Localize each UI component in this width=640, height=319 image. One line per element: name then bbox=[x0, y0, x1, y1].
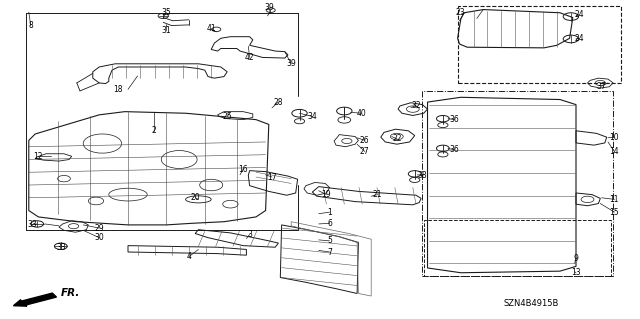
Text: 10: 10 bbox=[609, 133, 620, 142]
Text: 25: 25 bbox=[222, 112, 232, 121]
Text: 4: 4 bbox=[186, 252, 191, 261]
Text: 20: 20 bbox=[190, 193, 200, 202]
Text: 5: 5 bbox=[327, 236, 332, 245]
Text: 39: 39 bbox=[264, 4, 274, 12]
Text: 36: 36 bbox=[449, 115, 460, 124]
Text: 39: 39 bbox=[286, 59, 296, 68]
FancyArrow shape bbox=[13, 293, 56, 306]
Bar bbox=[458, 6, 621, 83]
Text: 16: 16 bbox=[238, 165, 248, 174]
Text: 26: 26 bbox=[360, 136, 370, 145]
Text: 8: 8 bbox=[28, 21, 33, 30]
Text: 13: 13 bbox=[571, 268, 581, 277]
Text: 34: 34 bbox=[307, 112, 317, 121]
Text: 21: 21 bbox=[373, 190, 382, 199]
Text: 27: 27 bbox=[360, 147, 370, 156]
Text: 1: 1 bbox=[327, 208, 332, 217]
Text: 24: 24 bbox=[574, 34, 584, 43]
Text: 24: 24 bbox=[574, 10, 584, 19]
Text: 29: 29 bbox=[94, 224, 104, 233]
Text: 7: 7 bbox=[327, 248, 332, 256]
Text: 36: 36 bbox=[449, 145, 460, 154]
Text: 23: 23 bbox=[456, 8, 466, 17]
Text: 3: 3 bbox=[247, 230, 252, 239]
Text: 40: 40 bbox=[356, 109, 367, 118]
Text: 37: 37 bbox=[596, 82, 607, 91]
Text: SZN4B4915B: SZN4B4915B bbox=[504, 299, 559, 308]
Text: 22: 22 bbox=[392, 134, 401, 143]
Text: 11: 11 bbox=[610, 195, 619, 204]
Text: 33: 33 bbox=[27, 220, 37, 229]
Text: 19: 19 bbox=[321, 190, 332, 199]
Text: 18: 18 bbox=[114, 85, 123, 94]
Text: 9: 9 bbox=[573, 254, 579, 263]
Text: 15: 15 bbox=[609, 208, 620, 217]
Text: 41: 41 bbox=[206, 24, 216, 33]
Bar bbox=[424, 220, 611, 276]
Text: 6: 6 bbox=[327, 219, 332, 228]
Text: 30: 30 bbox=[94, 233, 104, 242]
Text: 31: 31 bbox=[161, 26, 172, 35]
Text: 17: 17 bbox=[267, 173, 277, 182]
Text: 28: 28 bbox=[274, 98, 283, 107]
Text: 14: 14 bbox=[609, 147, 620, 156]
Bar bbox=[422, 91, 613, 276]
Text: 32: 32 bbox=[411, 101, 421, 110]
Text: 2: 2 bbox=[151, 126, 156, 135]
Text: 42: 42 bbox=[244, 53, 255, 62]
Text: FR.: FR. bbox=[61, 288, 80, 298]
Text: 38: 38 bbox=[417, 171, 428, 180]
Text: 33: 33 bbox=[56, 243, 66, 252]
Text: 12: 12 bbox=[34, 152, 43, 161]
Text: 35: 35 bbox=[161, 8, 172, 17]
